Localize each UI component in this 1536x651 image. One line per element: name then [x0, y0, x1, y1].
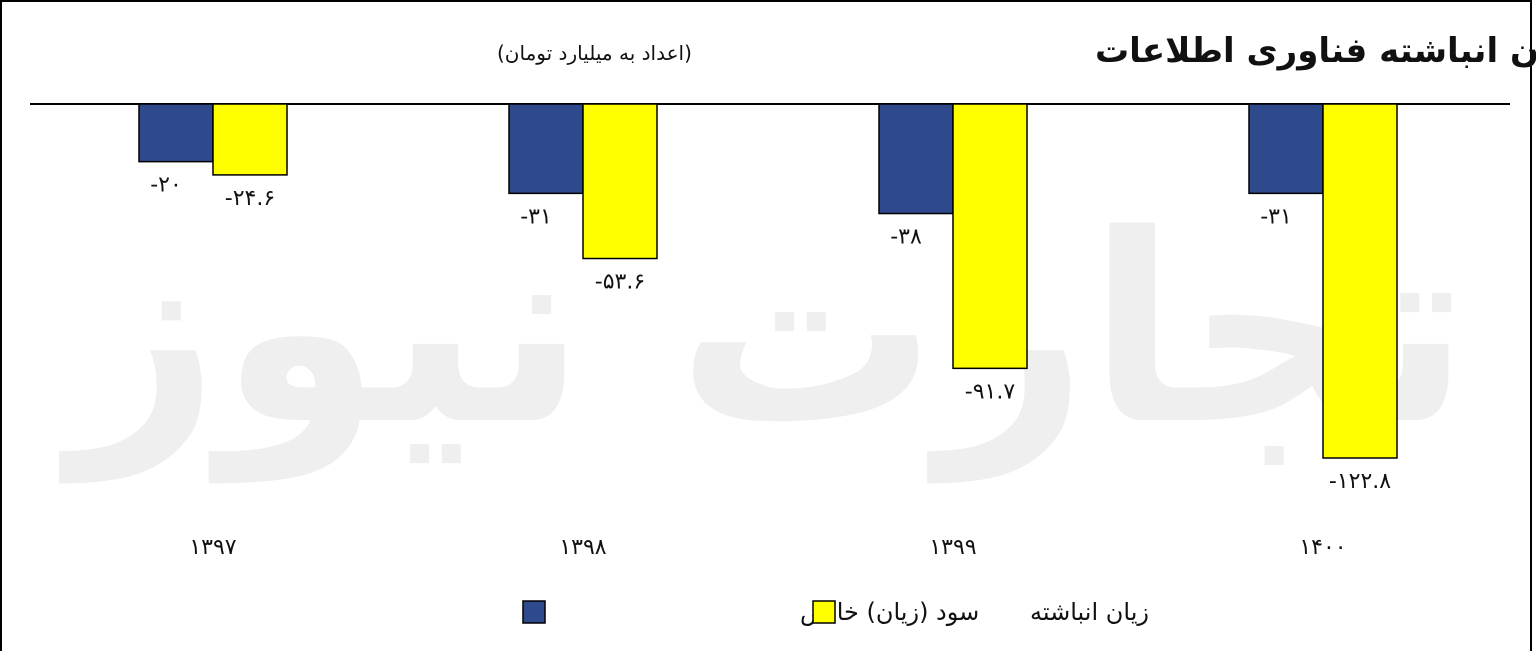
bars-group: [138, 103, 1398, 459]
value-label-series0-2: -۳۸: [890, 225, 922, 250]
value-label-series1-1: -۵۳.۶: [595, 270, 645, 295]
bar-series1-1: [582, 103, 658, 260]
value-label-series0-1: -۳۱: [520, 204, 552, 229]
category-label-3: ۱۴۰۰: [1299, 535, 1346, 560]
bar-series1-0: [212, 103, 288, 176]
bar-series0-2: [878, 103, 954, 215]
category-labels-group: ۱۳۹۷ ۱۳۹۸ ۱۳۹۹ ۱۴۰۰: [189, 535, 1346, 560]
value-label-series1-3: -۱۲۲.۸: [1329, 469, 1391, 494]
bar-series0-0: [138, 103, 214, 163]
bar-series1-3: [1322, 103, 1398, 459]
category-label-0: ۱۳۹۷: [189, 535, 236, 560]
value-labels-group: -۲۰ -۲۴.۶ -۳۱ -۵۳.۶ -۳۸ -۹۱.۷ -۳۱ -۱۲۲.۸: [150, 173, 1391, 494]
value-label-series0-0: -۲۰: [150, 173, 182, 198]
legend-swatch-net-profit: [522, 600, 546, 624]
legend: سود (زیان) خالص زیان انباشته: [522, 598, 1149, 626]
watermark-text: تجارت نیوز: [58, 180, 1471, 485]
value-label-series0-3: -۳۱: [1260, 204, 1292, 229]
chart-subtitle: (اعداد به میلیارد تومان): [497, 41, 692, 65]
bar-series0-3: [1248, 103, 1324, 195]
legend-label-accumulated-loss: زیان انباشته: [1030, 598, 1149, 626]
value-label-series1-2: -۹۱.۷: [965, 379, 1016, 404]
bar-series1-2: [952, 103, 1028, 370]
category-label-2: ۱۳۹۹: [929, 535, 976, 560]
bar-series0-1: [508, 103, 584, 195]
value-label-series1-0: -۲۴.۶: [225, 186, 275, 211]
category-label-1: ۱۳۹۸: [559, 535, 606, 560]
legend-swatch-accumulated-loss: [812, 600, 836, 624]
chart-title: افزایش زیان انباشته فناوری اطلاعات: [1095, 31, 1536, 71]
